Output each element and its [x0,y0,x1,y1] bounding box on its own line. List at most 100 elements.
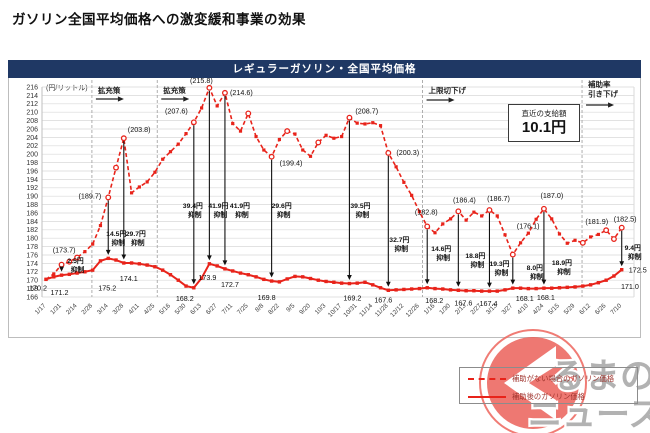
svg-text:10/31: 10/31 [342,302,359,319]
svg-text:216: 216 [26,84,38,91]
svg-text:3/28: 3/28 [111,302,125,316]
chart-panel-border [8,60,641,338]
svg-text:167.4: 167.4 [479,299,497,308]
dashed-line-sample [468,377,506,380]
svg-text:6/26: 6/26 [594,302,608,316]
svg-text:19.3円: 19.3円 [489,260,509,268]
svg-text:171.2: 171.2 [51,288,69,297]
svg-text:6/13: 6/13 [189,302,203,316]
svg-text:18.8円: 18.8円 [465,252,485,260]
svg-text:168.2: 168.2 [425,296,443,305]
svg-text:抑制: 抑制 [356,210,370,219]
svg-text:210: 210 [26,110,38,117]
svg-text:194: 194 [26,177,38,184]
series-with-subsidy [44,256,624,293]
svg-text:172.5: 172.5 [629,266,647,275]
svg-text:2/13: 2/13 [454,302,468,316]
recent-grant-box: 直近の支給額 10.1円 [508,104,580,142]
svg-text:196: 196 [26,168,38,175]
svg-text:172.7: 172.7 [221,280,239,289]
svg-text:171.0: 171.0 [621,282,639,291]
svg-text:172: 172 [26,269,38,276]
svg-text:167.6: 167.6 [374,295,392,304]
svg-text:3/13: 3/13 [485,302,499,316]
svg-text:抑制: 抑制 [111,238,125,247]
svg-text:175.2: 175.2 [98,283,116,292]
svg-text:1/31: 1/31 [49,302,63,316]
legend-label-no-subsidy: 補助がない場合のガソリン価格 [512,373,615,383]
svg-text:(176.1): (176.1) [517,222,540,231]
svg-text:169.8: 169.8 [258,293,276,302]
svg-text:(199.4): (199.4) [280,159,303,168]
svg-text:188: 188 [26,202,38,209]
svg-text:167.6: 167.6 [454,298,472,307]
svg-text:7/11: 7/11 [221,302,235,316]
svg-text:1/30: 1/30 [438,302,452,316]
svg-text:169.2: 169.2 [343,294,361,303]
svg-text:174: 174 [26,261,38,268]
legend-item-no-subsidy: 補助がない場合のガソリン価格 [460,371,637,386]
svg-text:41.9円: 41.9円 [208,202,228,210]
svg-text:29.7円: 29.7円 [126,230,146,238]
svg-text:3/14: 3/14 [96,302,110,316]
svg-text:4/25: 4/25 [143,302,157,316]
recent-grant-value: 10.1円 [521,119,567,136]
svg-text:3/27: 3/27 [500,302,514,316]
svg-text:8/22: 8/22 [267,302,281,316]
svg-text:抑制: 抑制 [395,244,409,253]
chart-title-bar: レギュラーガソリン・全国平均価格 [8,60,641,78]
svg-text:11/14: 11/14 [358,302,374,318]
svg-text:抑制: 抑制 [471,260,485,269]
svg-text:200: 200 [26,152,38,159]
svg-text:18.9円: 18.9円 [552,259,572,267]
svg-text:抑制: 抑制 [530,272,544,281]
svg-text:抑制: 抑制 [214,210,228,219]
svg-text:(182.5): (182.5) [614,215,637,224]
svg-text:39.4円: 39.4円 [183,202,203,210]
legend: 補助がない場合のガソリン価格 補助後のガソリン価格 [459,367,638,404]
svg-text:拡充策: 拡充策 [163,85,186,95]
svg-text:抑制: 抑制 [188,210,202,219]
svg-text:39.5円: 39.5円 [350,202,370,210]
svg-text:2/28: 2/28 [80,302,94,316]
svg-text:206: 206 [26,126,38,133]
svg-text:5/15: 5/15 [547,302,561,316]
svg-text:補助率: 補助率 [587,79,611,89]
svg-text:引き下げ: 引き下げ [588,89,618,99]
page-title: ガソリン全国平均価格への激変緩和事業の効果 [12,12,306,27]
svg-text:4/11: 4/11 [127,302,141,316]
svg-text:168.2: 168.2 [176,294,194,303]
svg-text:170: 170 [26,278,38,285]
legend-label-with-subsidy: 補助後のガソリン価格 [512,391,585,401]
svg-text:166: 166 [26,294,38,301]
svg-text:29.6円: 29.6円 [272,202,292,210]
svg-text:168.1: 168.1 [537,293,555,302]
svg-text:拡充策: 拡充策 [98,85,121,95]
svg-text:9/20: 9/20 [298,302,312,316]
svg-text:(189.7): (189.7) [78,191,101,200]
svg-text:202: 202 [26,143,38,150]
svg-text:(181.9): (181.9) [585,217,608,226]
svg-text:抑制: 抑制 [495,268,509,277]
svg-text:(182.8): (182.8) [415,207,438,216]
svg-text:176: 176 [26,252,38,259]
svg-text:192: 192 [26,185,38,192]
svg-text:11/28: 11/28 [374,302,390,318]
svg-text:186: 186 [26,210,38,217]
svg-text:1/17: 1/17 [34,302,48,316]
svg-text:抑制: 抑制 [628,252,642,261]
svg-text:198: 198 [26,160,38,167]
svg-text:5/30: 5/30 [174,302,188,316]
svg-text:173.9: 173.9 [198,273,216,282]
svg-text:9/5: 9/5 [285,302,297,314]
svg-text:4/10: 4/10 [516,302,530,316]
svg-text:168.1: 168.1 [516,294,534,303]
svg-text:4/24: 4/24 [532,302,546,316]
svg-text:5/16: 5/16 [158,302,172,316]
svg-text:214: 214 [26,93,38,100]
svg-text:2/14: 2/14 [65,302,79,316]
svg-text:抑制: 抑制 [277,210,291,219]
svg-text:174.1: 174.1 [120,274,138,283]
svg-text:上限切下げ: 上限切下げ [429,85,467,95]
